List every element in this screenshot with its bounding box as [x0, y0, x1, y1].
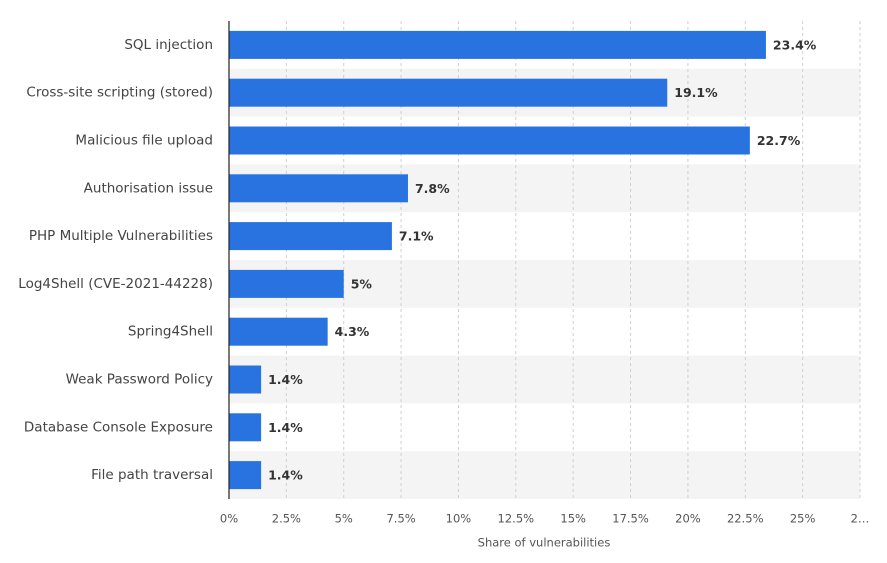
- x-tick-label: 15%: [560, 512, 586, 526]
- x-tick-label: 22.5%: [727, 512, 764, 526]
- y-tick-label: Malicious file upload: [75, 133, 213, 149]
- x-tick-label: 0%: [220, 512, 238, 526]
- x-tick-label: 10%: [446, 512, 472, 526]
- y-tick-label: Spring4Shell: [128, 324, 213, 340]
- y-tick-label: Cross-site scripting (stored): [26, 85, 213, 101]
- x-tick-label: 5%: [335, 512, 353, 526]
- value-label: 22.7%: [757, 133, 801, 148]
- x-tick-label: 25%: [790, 512, 816, 526]
- bar: [229, 317, 328, 346]
- x-tick-label: 2.5%: [272, 512, 301, 526]
- y-tick-label: Authorisation issue: [84, 180, 213, 196]
- x-axis-label: Share of vulnerabilities: [478, 536, 611, 550]
- bar: [229, 365, 262, 394]
- value-label: 5%: [351, 276, 373, 291]
- value-label: 4.3%: [335, 324, 370, 339]
- y-tick-label: File path traversal: [91, 467, 213, 483]
- x-tick-label: 17.5%: [612, 512, 649, 526]
- x-tick-label: 12.5%: [498, 512, 535, 526]
- bar: [229, 126, 750, 155]
- value-label: 1.4%: [268, 372, 303, 387]
- y-tick-label: Database Console Exposure: [24, 419, 213, 435]
- value-label: 1.4%: [268, 420, 303, 435]
- x-tick-label: 20%: [675, 512, 701, 526]
- bar: [229, 174, 408, 203]
- bar: [229, 78, 668, 107]
- value-label: 23.4%: [773, 37, 817, 52]
- bar: [229, 413, 262, 442]
- y-tick-label: SQL injection: [124, 37, 213, 53]
- bar: [229, 461, 262, 490]
- x-tick-label: 2…: [851, 512, 870, 526]
- value-label: 1.4%: [268, 468, 303, 483]
- y-tick-label: PHP Multiple Vulnerabilities: [29, 228, 213, 244]
- value-label: 19.1%: [674, 85, 718, 100]
- row-band: [229, 355, 860, 404]
- row-band: [229, 451, 860, 499]
- y-tick-label: Weak Password Policy: [66, 372, 213, 388]
- bar: [229, 222, 392, 251]
- x-tick-label: 7.5%: [386, 512, 415, 526]
- value-label: 7.1%: [399, 229, 434, 244]
- bar: [229, 30, 766, 59]
- y-tick-label: Log4Shell (CVE-2021-44228): [18, 276, 213, 292]
- bar: [229, 269, 344, 298]
- value-label: 7.8%: [415, 181, 450, 196]
